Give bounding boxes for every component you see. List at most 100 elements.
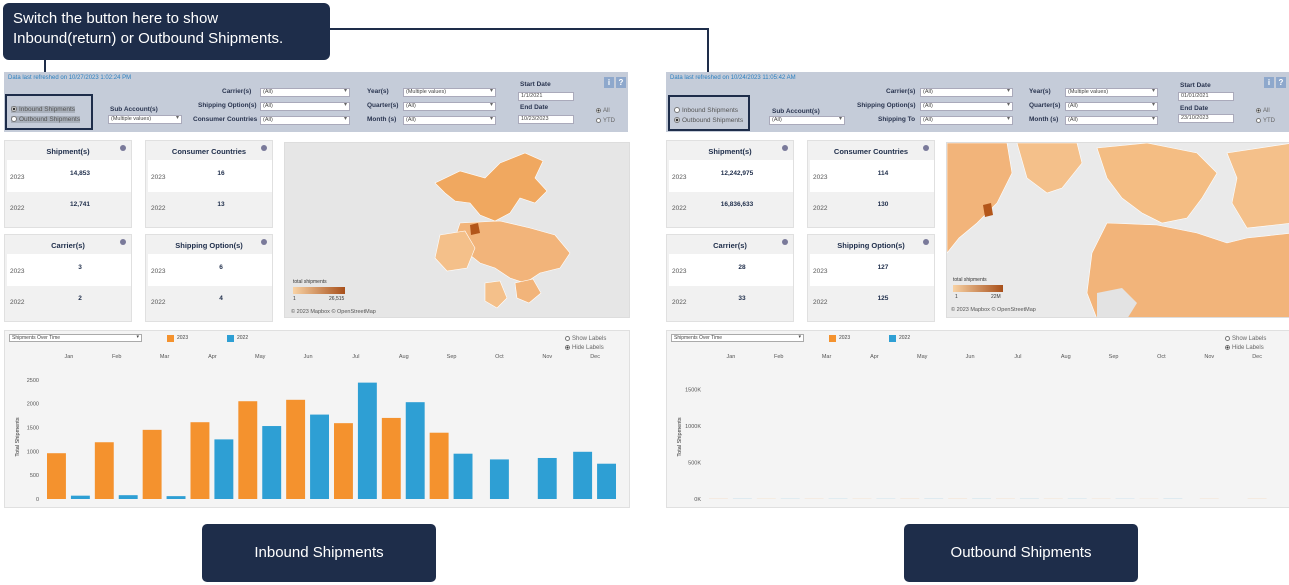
- map-view[interactable]: total shipments 1 22M © 2023 Mapbox © Op…: [946, 142, 1289, 318]
- shipping-option-select[interactable]: (All): [920, 102, 1013, 111]
- radio-dot-icon: [565, 336, 570, 341]
- month-select[interactable]: (All): [1065, 116, 1158, 125]
- month-label: Feb: [112, 354, 121, 360]
- kpi-info-icon[interactable]: [923, 239, 929, 245]
- map-legend-min: 1: [293, 296, 296, 302]
- radio-dot-icon: [674, 117, 680, 124]
- shipping-option-select[interactable]: (All): [260, 102, 350, 111]
- month-select[interactable]: (All): [403, 116, 496, 125]
- help-icon[interactable]: ?: [616, 77, 626, 88]
- bar: [238, 401, 258, 499]
- map-legend-title: total shipments: [953, 277, 987, 283]
- help-icon[interactable]: ?: [1276, 77, 1286, 88]
- dashboard-outbound: Data last refreshed on 10/24/2023 11:05:…: [666, 72, 1289, 508]
- y-tick-label: 0K: [694, 497, 701, 503]
- info-icon[interactable]: i: [1264, 77, 1274, 88]
- kpi-year: 2023: [10, 174, 25, 181]
- month-label: Feb: [774, 354, 783, 360]
- consumer-countries-label: Consumer Countries: [193, 116, 258, 123]
- kpi-year: 2022: [151, 205, 166, 212]
- y-tick-label: 500: [30, 473, 39, 479]
- radio-inbound[interactable]: Inbound Shipments: [674, 107, 738, 114]
- map-credit: © 2023 Mapbox © OpenStreetMap: [291, 309, 376, 315]
- bar: [453, 453, 473, 499]
- subaccount-select[interactable]: (All): [769, 116, 845, 125]
- consumer-countries-select[interactable]: (All): [260, 116, 350, 125]
- radio-show-labels[interactable]: Show Labels: [565, 336, 606, 342]
- y-axis-label: Total Shipments: [677, 417, 683, 456]
- chart-type-select[interactable]: Shipments Over Time: [671, 334, 804, 342]
- start-date-input[interactable]: 01/01/2021: [1178, 92, 1234, 101]
- radio-ytd[interactable]: YTD: [596, 118, 615, 124]
- radio-hide-labels[interactable]: Hide Labels: [1225, 345, 1264, 351]
- instruction-callout: Switch the button here to show Inbound(r…: [3, 3, 330, 60]
- month-label: Jun: [304, 354, 313, 360]
- kpi-info-icon[interactable]: [782, 145, 788, 151]
- radio-all[interactable]: All: [1256, 108, 1270, 114]
- y-tick-label: 500K: [688, 461, 701, 467]
- bar: [142, 429, 162, 499]
- kpi-year: 2022: [672, 299, 687, 306]
- year-select[interactable]: (Multiple values): [403, 88, 496, 97]
- subaccount-select[interactable]: (Multiple values): [108, 115, 182, 124]
- start-date-input[interactable]: 1/1/2021: [518, 92, 574, 101]
- month-label: Apr: [208, 354, 217, 360]
- chart-panel: Shipments Over Time 2023 2022 Show Label…: [4, 330, 630, 508]
- info-icon[interactable]: i: [604, 77, 614, 88]
- map-legend-scale: [953, 285, 1003, 292]
- radio-dot-icon: [596, 108, 601, 113]
- end-date-input[interactable]: 10/23/2023: [518, 115, 574, 124]
- refresh-text: Data last refreshed on 10/27/2023 1:02:2…: [8, 75, 132, 81]
- quarter-select[interactable]: (All): [1065, 102, 1158, 111]
- year-select[interactable]: (Multiple values): [1065, 88, 1158, 97]
- kpi-value: 6: [219, 264, 223, 271]
- radio-inbound[interactable]: Inbound Shipments: [11, 106, 76, 113]
- map-credit: © 2023 Mapbox © OpenStreetMap: [951, 307, 1036, 313]
- legend-swatch-2023: [829, 335, 836, 342]
- bar: [537, 457, 557, 499]
- kpi-info-icon[interactable]: [261, 239, 267, 245]
- month-label: Dec: [590, 354, 600, 360]
- shipping-to-select[interactable]: (All): [920, 116, 1013, 125]
- map-view[interactable]: total shipments 1 26,515 © 2023 Mapbox ©…: [284, 142, 630, 318]
- radio-ytd[interactable]: YTD: [1256, 118, 1275, 124]
- month-label: Jan: [726, 354, 735, 360]
- month-label: Apr: [870, 354, 879, 360]
- kpi-info-icon[interactable]: [261, 145, 267, 151]
- radio-dot-icon: [1225, 345, 1230, 350]
- kpi-year: 2022: [672, 205, 687, 212]
- kpi-info-icon[interactable]: [120, 145, 126, 151]
- legend-label-2022: 2022: [237, 335, 249, 341]
- radio-outbound[interactable]: Outbound Shipments: [674, 117, 743, 124]
- radio-show-labels[interactable]: Show Labels: [1225, 336, 1266, 342]
- kpi-title: Shipping Option(s): [837, 241, 905, 250]
- kpi-year: 2023: [151, 268, 166, 275]
- month-label: Oct: [495, 354, 504, 360]
- dashboard-inbound: Data last refreshed on 10/27/2023 1:02:2…: [4, 72, 630, 508]
- radio-all[interactable]: All: [596, 108, 610, 114]
- map-legend-max: 26,515: [329, 296, 345, 302]
- radio-hide-labels[interactable]: Hide Labels: [565, 345, 604, 351]
- radio-dot-icon: [11, 106, 17, 113]
- month-label: May: [255, 354, 266, 360]
- kpi-shipments: Shipment(s) 2023 12,242,975 2022 16,836,…: [666, 140, 794, 228]
- kpi-value: 28: [738, 264, 746, 271]
- chart-type-select[interactable]: Shipments Over Time: [9, 334, 142, 342]
- month-label: Nov: [1204, 354, 1214, 360]
- month-label: Jul: [1014, 354, 1021, 360]
- kpi-info-icon[interactable]: [120, 239, 126, 245]
- quarter-select[interactable]: (All): [403, 102, 496, 111]
- end-date-label: End Date: [1180, 105, 1209, 112]
- kpi-info-icon[interactable]: [923, 145, 929, 151]
- radio-dot-icon: [11, 116, 17, 123]
- end-date-input[interactable]: 23/10/2023: [1178, 114, 1234, 123]
- callout-line-2: Inbound(return) or Outbound Shipments.: [13, 30, 284, 47]
- carrier-select[interactable]: (All): [260, 88, 350, 97]
- kpi-value: 114: [877, 170, 889, 177]
- map-legend-scale: [293, 287, 345, 294]
- carrier-select[interactable]: (All): [920, 88, 1013, 97]
- month-label: Month (s): [367, 116, 397, 123]
- radio-outbound[interactable]: Outbound Shipments: [11, 116, 81, 123]
- kpi-info-icon[interactable]: [782, 239, 788, 245]
- bar: [70, 495, 90, 499]
